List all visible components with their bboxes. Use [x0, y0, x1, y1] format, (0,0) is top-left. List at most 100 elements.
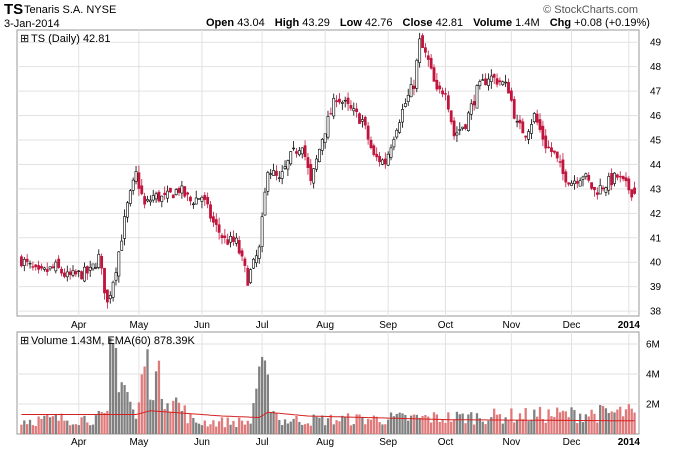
volume-bar: [74, 424, 78, 434]
volume-bar: [450, 421, 453, 434]
volume-bar: [103, 412, 106, 434]
volume-bar: [536, 416, 539, 434]
candle-body: [206, 197, 210, 205]
candle-body: [85, 266, 89, 274]
candle-body: [211, 216, 215, 223]
candle-body: [37, 265, 41, 270]
candle-body: [595, 192, 599, 195]
volume-month-label: Jun: [194, 437, 210, 448]
volume-bar: [109, 338, 112, 434]
volume-bar: [601, 405, 605, 434]
candle-body: [148, 199, 152, 203]
watermark[interactable]: © StockCharts.com: [543, 4, 638, 16]
candle-body: [234, 237, 238, 244]
candle-body: [260, 216, 264, 247]
candle-body: [154, 193, 158, 200]
price-month-label: Jun: [194, 320, 210, 331]
candle-body: [275, 170, 278, 176]
volume-bar: [458, 414, 461, 434]
candle-body: [309, 164, 313, 181]
volume-bar: [435, 414, 439, 434]
candle-body: [335, 100, 338, 103]
volume-bar: [530, 419, 533, 434]
candle-body: [398, 122, 402, 133]
high-value: 43.29: [302, 17, 330, 29]
volume-bar: [547, 409, 550, 434]
volume-bar: [240, 420, 244, 434]
candle-body: [297, 150, 301, 156]
volume-bar: [630, 408, 633, 434]
volume-bar: [100, 412, 103, 434]
price-month-label: Sep: [379, 320, 397, 331]
candle-body: [120, 240, 124, 251]
volume-month-label: Oct: [438, 437, 454, 448]
candle-body: [65, 271, 69, 278]
volume-bar: [246, 420, 249, 434]
candle-body: [131, 179, 135, 191]
volume-bar: [576, 423, 579, 434]
candle-body: [318, 148, 321, 163]
price-tick-label: 48: [650, 62, 662, 73]
candle-body: [343, 99, 347, 102]
volume-bar: [444, 422, 447, 434]
candle-body: [191, 203, 195, 206]
volume-bar: [209, 424, 212, 434]
candle-body: [487, 78, 490, 86]
candle-body: [20, 256, 23, 267]
candle-body: [48, 266, 52, 270]
volume-bar: [441, 419, 444, 434]
volume-bar: [387, 419, 390, 434]
volume-bar: [478, 418, 481, 434]
volume-bar: [541, 418, 545, 434]
volume-bar: [223, 427, 227, 434]
volume-bar: [91, 424, 95, 434]
volume-bar: [197, 423, 201, 434]
candle-body: [240, 250, 244, 257]
volume-bar: [152, 400, 155, 434]
volume-bar: [157, 360, 161, 434]
candle-body: [63, 272, 66, 277]
volume-bar: [232, 420, 235, 434]
candle-body: [329, 113, 333, 115]
candle-body: [326, 116, 330, 138]
candle-body: [613, 172, 616, 184]
candle-body: [323, 133, 327, 143]
candle-body: [572, 180, 576, 185]
candle-body: [587, 175, 591, 181]
volume-legend-icon: ⊞: [20, 335, 29, 347]
candle-body: [544, 135, 548, 149]
volume-bar: [498, 414, 502, 434]
candle-body: [320, 139, 324, 151]
candle-body: [340, 102, 344, 104]
candle-body: [355, 108, 359, 112]
candle-body: [117, 251, 121, 277]
candle-body: [166, 190, 169, 199]
candle-body: [40, 265, 43, 269]
candle-body: [624, 177, 628, 182]
volume-tick-label: 2M: [646, 400, 660, 411]
price-month-label: Dec: [563, 320, 581, 331]
candle-body: [401, 109, 404, 123]
candle-body: [567, 182, 571, 185]
candle-body: [598, 185, 602, 195]
volume-bar: [117, 392, 120, 434]
volume-bar: [633, 412, 636, 434]
candle-body: [561, 159, 565, 174]
volume-bar: [175, 397, 178, 434]
volume-bar: [200, 425, 204, 434]
volume-bar: [189, 414, 192, 434]
volume-bar: [301, 424, 304, 434]
candle-body: [180, 185, 184, 194]
candle-body: [372, 145, 376, 155]
candle-body: [570, 182, 573, 186]
price-month-label: Aug: [316, 320, 334, 331]
candle-body: [292, 147, 296, 150]
candle-body: [627, 178, 631, 191]
candle-body: [449, 110, 453, 123]
volume-bar: [48, 417, 52, 434]
candle-body: [269, 173, 273, 175]
volume-bar: [89, 425, 92, 434]
volume-bar: [54, 414, 57, 434]
volume-bar: [590, 409, 593, 434]
volume-bar: [481, 421, 484, 434]
